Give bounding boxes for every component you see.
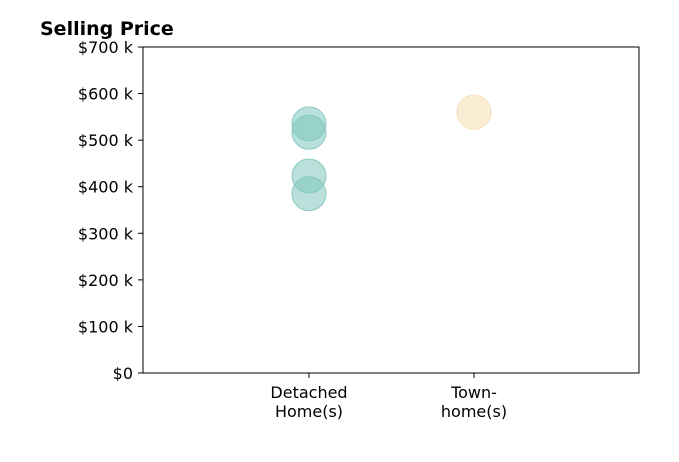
y-axis: $0 $100 k $200 k $300 k $400 k $500 k $600 k $7… bbox=[78, 38, 143, 383]
y-tick-label: $100 k bbox=[78, 317, 134, 336]
x-tick-label-line: Detached bbox=[270, 383, 347, 402]
chart-title: Selling Price bbox=[40, 18, 174, 40]
y-tick-label: $300 k bbox=[78, 224, 134, 243]
y-tick-label: $0 bbox=[113, 364, 133, 383]
y-tick-label: $400 k bbox=[78, 178, 134, 197]
y-tick-label: $600 k bbox=[78, 85, 134, 104]
data-points bbox=[291, 94, 492, 212]
data-point bbox=[291, 114, 327, 150]
x-tick-label-line: Town- bbox=[450, 383, 497, 402]
data-point bbox=[291, 176, 327, 212]
x-tick-label: Town-home(s) bbox=[441, 383, 507, 421]
x-tick-label-line: Home(s) bbox=[275, 402, 343, 421]
x-tick-label: Detached Home(s) bbox=[270, 383, 347, 421]
x-axis: Detached Home(s) Town-home(s) bbox=[270, 373, 507, 421]
y-tick-label: $700 k bbox=[78, 38, 134, 57]
data-point bbox=[456, 94, 492, 130]
plot-frame bbox=[142, 46, 640, 374]
y-tick-label: $500 k bbox=[78, 131, 134, 150]
x-tick-label-line: home(s) bbox=[441, 402, 507, 421]
y-tick-label: $200 k bbox=[78, 271, 134, 290]
